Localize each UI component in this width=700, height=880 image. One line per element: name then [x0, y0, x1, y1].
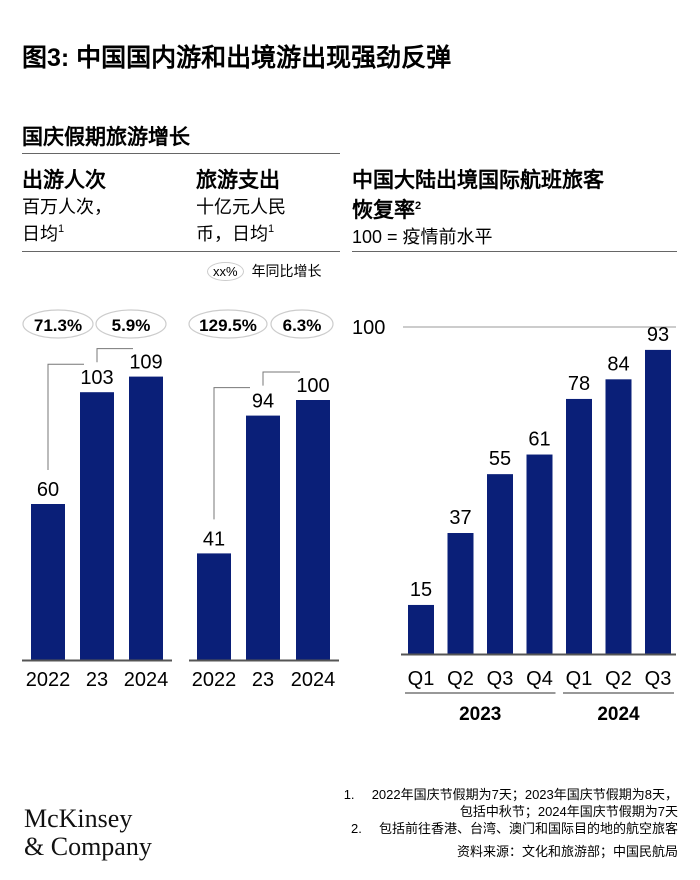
bar-value-label: 78	[568, 373, 590, 395]
group-label: 2024	[597, 704, 640, 725]
section-divider	[22, 153, 340, 154]
reference-line-label: 100	[352, 317, 385, 339]
page-title: 图3: 中国国内游和出境游出现强劲反弹	[22, 44, 452, 72]
x-tick-label: 2022	[26, 669, 71, 691]
chart-trips: 60 103 109 2022 23 2024 71.3% 5.9%	[22, 309, 172, 691]
footnote-1-line2: 包括中秋节；2024年国庆节假期为7天	[459, 804, 678, 819]
bar	[487, 474, 513, 654]
panel-trips-title: 出游人次	[22, 169, 106, 192]
bar	[645, 349, 671, 654]
bar-value-label: 41	[203, 528, 225, 550]
panel-flights-title-line1: 中国大陆出境国际航班旅客	[352, 169, 604, 192]
panel-spend-title: 旅游支出	[196, 169, 280, 192]
x-tick-label: Q3	[645, 668, 672, 690]
source-note: 资料来源：文化和旅游部；中国民航局	[456, 844, 678, 859]
bar-value-label: 15	[410, 579, 432, 601]
bar-value-label: 84	[607, 353, 629, 375]
growth-pill	[188, 309, 268, 339]
chart-spend: 41 94 100 2022 23 2024 129.5% 6.3%	[188, 309, 339, 691]
bar	[197, 553, 231, 660]
x-tick-label: Q2	[605, 668, 632, 690]
footnote-ref-1: 1	[58, 223, 65, 235]
bar-value-label: 109	[129, 352, 162, 374]
bar	[408, 604, 434, 654]
panel-flights-title-line2: 恢复率2	[352, 194, 604, 224]
bar	[129, 376, 163, 660]
x-tick-label: Q1	[408, 668, 435, 690]
x-tick-label: Q1	[566, 668, 593, 690]
bar	[31, 504, 65, 660]
growth-pill-label: 5.9%	[112, 316, 151, 335]
x-tick-label: 2024	[124, 669, 169, 691]
bar-value-label: 60	[37, 479, 59, 501]
x-tick-label: Q2	[447, 668, 474, 690]
growth-pill-label: 129.5%	[199, 316, 257, 335]
bar	[246, 415, 280, 660]
footnote-1-number: 1.	[343, 787, 355, 802]
growth-connector	[262, 371, 300, 386]
footnote-ref-1b: 1	[268, 223, 275, 235]
bar-value-label: 61	[528, 429, 550, 451]
panel-header-divider-right	[352, 251, 677, 252]
footnote-2-number: 2.	[350, 821, 362, 836]
bar	[605, 379, 632, 654]
footnote-ref-2: 2	[415, 200, 422, 212]
x-tick-label: 2024	[291, 669, 336, 691]
growth-pill	[22, 309, 94, 339]
bar	[566, 398, 592, 654]
legend-label: 年同比增长	[251, 263, 322, 279]
growth-pill-label: 6.3%	[283, 316, 322, 335]
panel-spend-header: 旅游支出 十亿元人民 币，日均1	[196, 164, 286, 248]
bar	[447, 533, 474, 654]
group-label: 2023	[459, 704, 501, 725]
panel-trips-unit-text: 日均	[22, 224, 58, 244]
section-title: 国庆假期旅游增长	[22, 126, 190, 149]
panel-flights-header: 中国大陆出境国际航班旅客 恢复率2 100 = 疫情前水平	[352, 164, 604, 251]
x-tick-label: 23	[252, 669, 274, 691]
panel-spend-unit-line1: 十亿元人民	[196, 197, 286, 217]
bar-value-label: 100	[296, 375, 329, 397]
logo-line2: & Company	[24, 832, 152, 861]
panel-trips-header: 出游人次 百万人次， 日均1	[22, 164, 112, 248]
legend-pill: xx%	[207, 261, 244, 281]
bar-value-label: 93	[647, 324, 669, 346]
growth-pill-label: 71.3%	[34, 316, 82, 335]
growth-pill	[270, 309, 334, 339]
bar-value-label: 55	[489, 448, 511, 470]
panel-flights-unit: 100 = 疫情前水平	[352, 227, 493, 247]
x-tick-label: Q4	[526, 668, 553, 690]
growth-connector	[96, 348, 133, 363]
bar	[80, 392, 114, 660]
panel-trips-unit-line1: 百万人次，	[22, 197, 112, 217]
bar	[526, 454, 553, 654]
growth-connector	[47, 363, 84, 470]
chart-flights: 100 15 37 55 61 78 84 93 Q1 Q2 Q3 Q4 Q1 Q2 Q3 2023 2024	[352, 317, 676, 725]
panel-spend-unit-text: 币，日均	[196, 224, 268, 244]
bar-value-label: 103	[80, 367, 113, 389]
x-tick-label: 23	[86, 669, 108, 691]
growth-pill	[95, 309, 167, 339]
bar-value-label: 94	[252, 391, 274, 413]
logo-line1: McKinsey	[24, 804, 133, 833]
footnote-2-line1: 包括前往香港、台湾、澳门和国际目的地的航空旅客	[378, 821, 678, 836]
mckinsey-logo: McKinsey & Company	[24, 805, 152, 861]
bar	[296, 400, 330, 660]
footnotes: 1. 2022年国庆节假期为7天；2023年国庆节假期为8天， 包括中秋节；20…	[344, 786, 678, 860]
panel-trips-unit-line2: 日均1	[22, 221, 112, 248]
panel-flights-title-text: 恢复率	[352, 199, 415, 222]
growth-connector	[213, 387, 250, 520]
bar-value-label: 37	[449, 507, 471, 529]
x-tick-label: 2022	[192, 669, 237, 691]
legend: xx% 年同比增长	[207, 261, 322, 281]
panel-header-divider-left	[22, 251, 340, 252]
panel-spend-unit-line2: 币，日均1	[196, 221, 286, 248]
footnote-1-line1: 2022年国庆节假期为7天；2023年国庆节假期为8天，	[371, 787, 678, 802]
footnote-2: 2. 包括前往香港、台湾、澳门和国际目的地的航空旅客	[344, 820, 678, 837]
footnote-1: 1. 2022年国庆节假期为7天；2023年国庆节假期为8天，	[344, 786, 678, 803]
x-tick-label: Q3	[487, 668, 514, 690]
